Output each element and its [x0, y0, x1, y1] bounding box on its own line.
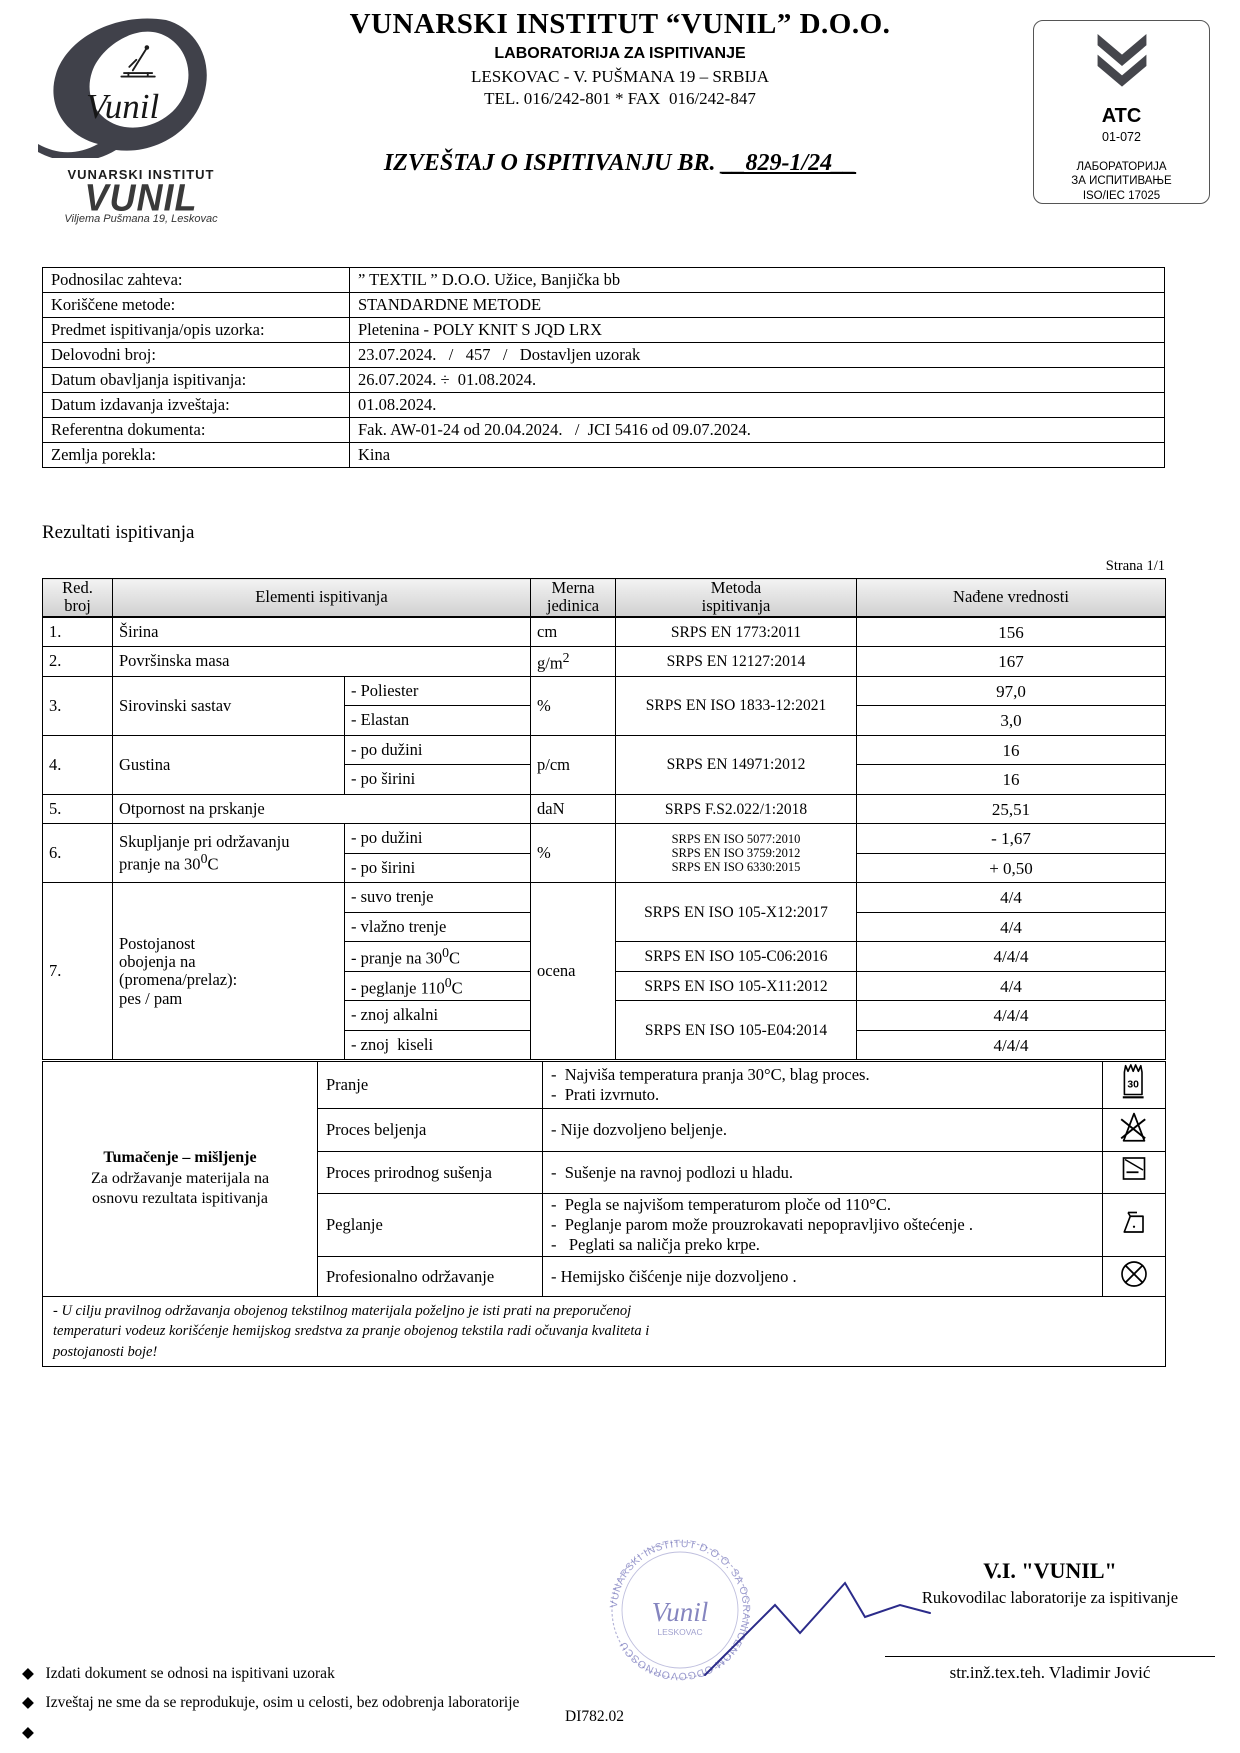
- svg-text:LESKOVAC: LESKOVAC: [657, 1627, 702, 1637]
- svg-text:30: 30: [1127, 1079, 1139, 1090]
